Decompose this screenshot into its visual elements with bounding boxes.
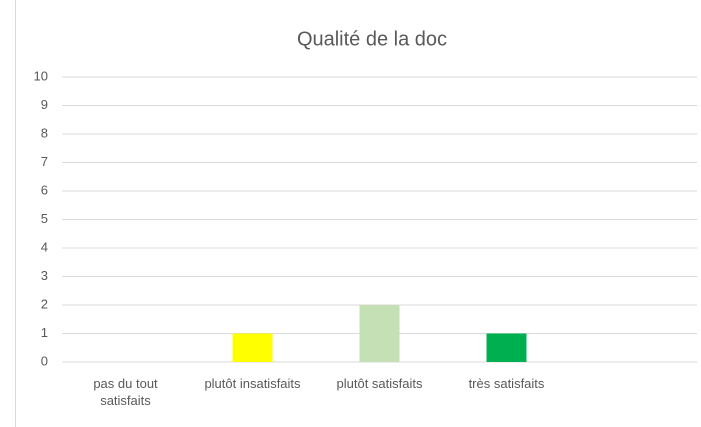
bar: [486, 333, 527, 362]
bar: [232, 333, 273, 362]
x-tick-label: pas du tout satisfaits: [93, 376, 158, 408]
y-tick-label: 2: [41, 296, 48, 311]
y-tick-label: 0: [41, 353, 48, 368]
y-tick-label: 9: [41, 97, 48, 112]
x-tick-label: plutôt insatisfaits: [204, 376, 301, 391]
bar: [359, 305, 400, 362]
y-tick-label: 6: [41, 182, 48, 197]
y-tick-label: 1: [41, 325, 48, 340]
chart-frame: [15, 0, 701, 427]
y-tick-label: 10: [34, 68, 48, 83]
y-tick-label: 3: [41, 268, 48, 283]
y-tick-label: 8: [41, 125, 48, 140]
y-tick-label: 7: [41, 154, 48, 169]
y-tick-label: 4: [41, 239, 48, 254]
chart-title: Qualité de la doc: [297, 28, 447, 50]
x-tick-label: plutôt satisfaits: [336, 376, 423, 391]
y-tick-label: 5: [41, 211, 48, 226]
x-tick-label: très satisfaits: [468, 376, 545, 391]
